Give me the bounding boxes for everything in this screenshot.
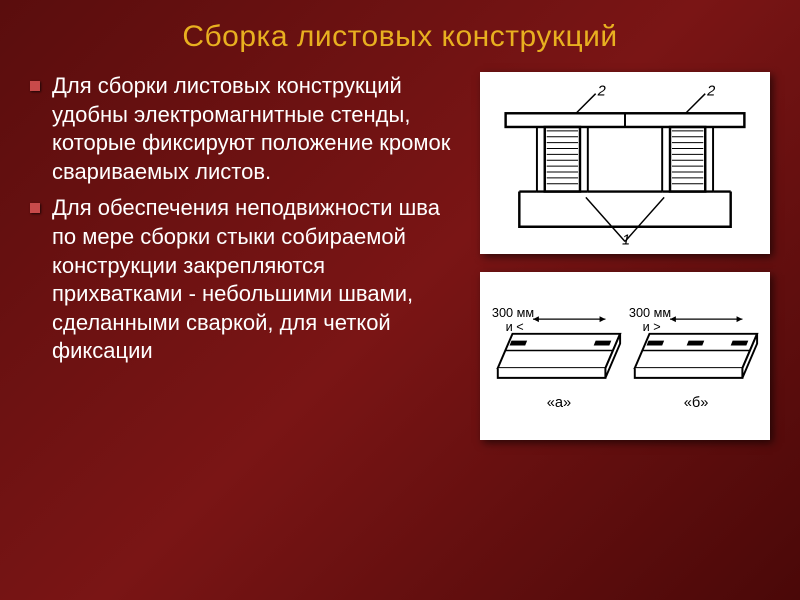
bullet-text: Для сборки листовых конструкций удобны э… [52, 72, 460, 186]
list-item: Для обеспечения неподвижности шва по мер… [30, 194, 460, 366]
electromagnetic-stand-diagram: 2 2 1 [488, 80, 762, 246]
caption-a: «а» [547, 396, 571, 412]
list-item: Для сборки листовых конструкций удобны э… [30, 72, 460, 186]
svg-text:и >: и > [643, 319, 661, 334]
slide: Сборка листовых конструкций Для сборки л… [0, 0, 800, 600]
figure-column: 2 2 1 [480, 72, 770, 440]
page-title: Сборка листовых конструкций [30, 20, 770, 54]
label-2: 2 [597, 84, 606, 100]
plate-a: 300 мм и < [492, 306, 620, 379]
caption-b: «б» [684, 396, 709, 412]
tack-weld-diagram: 300 мм и < [488, 280, 762, 432]
plate-b: 300 мм и > [629, 306, 757, 379]
bullet-icon [30, 81, 40, 91]
text-column: Для сборки листовых конструкций удобны э… [30, 72, 460, 440]
figure-top: 2 2 1 [480, 72, 770, 254]
label-2: 2 [706, 84, 715, 100]
label-1: 1 [622, 232, 630, 246]
figure-bottom: 300 мм и < [480, 272, 770, 440]
bullet-text: Для обеспечения неподвижности шва по мер… [52, 194, 460, 366]
content-row: Для сборки листовых конструкций удобны э… [30, 72, 770, 440]
bullet-icon [30, 203, 40, 213]
svg-text:и <: и < [506, 319, 524, 334]
